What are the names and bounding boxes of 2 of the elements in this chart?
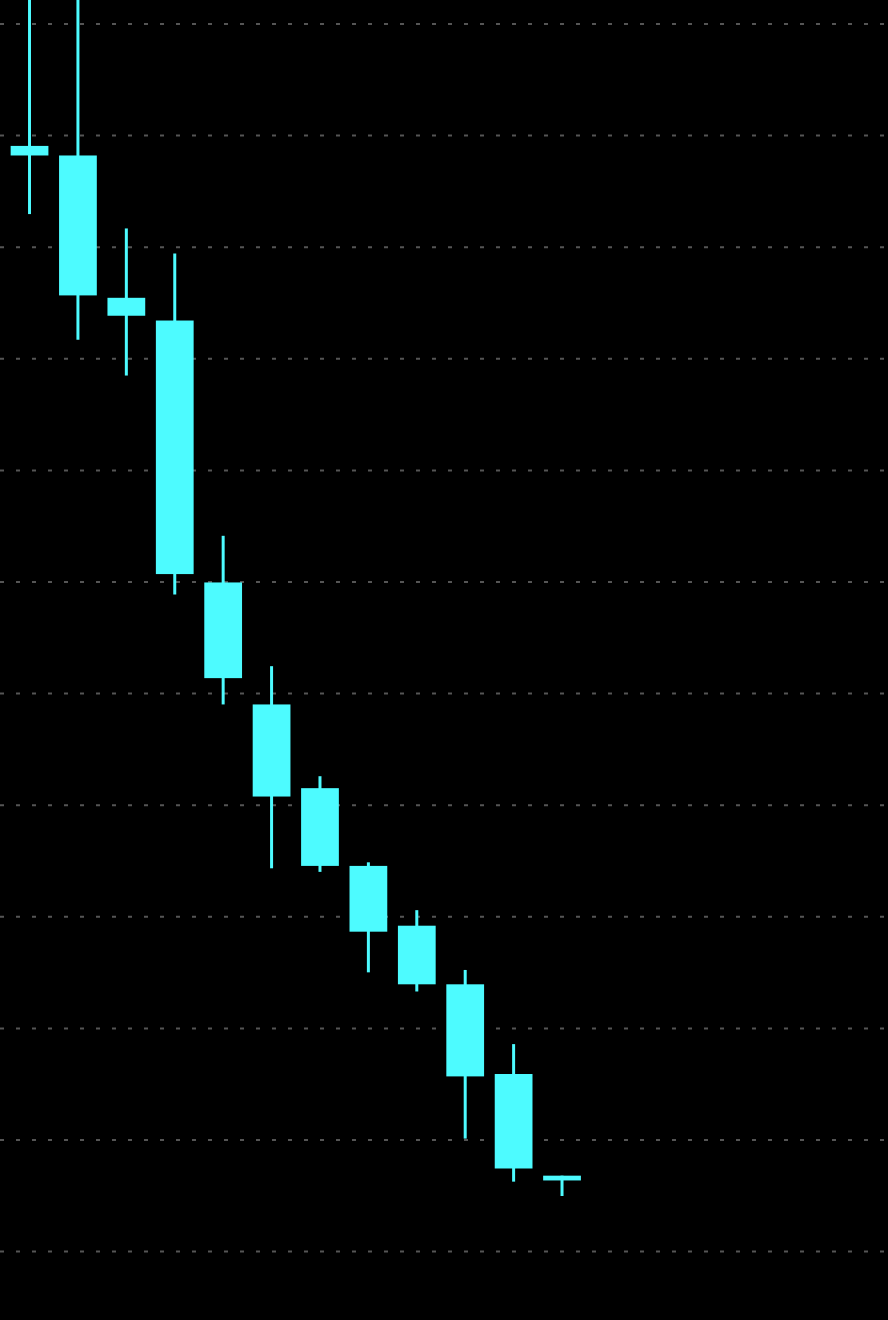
candlestick	[10, 0, 49, 216]
candlestick	[107, 226, 146, 378]
